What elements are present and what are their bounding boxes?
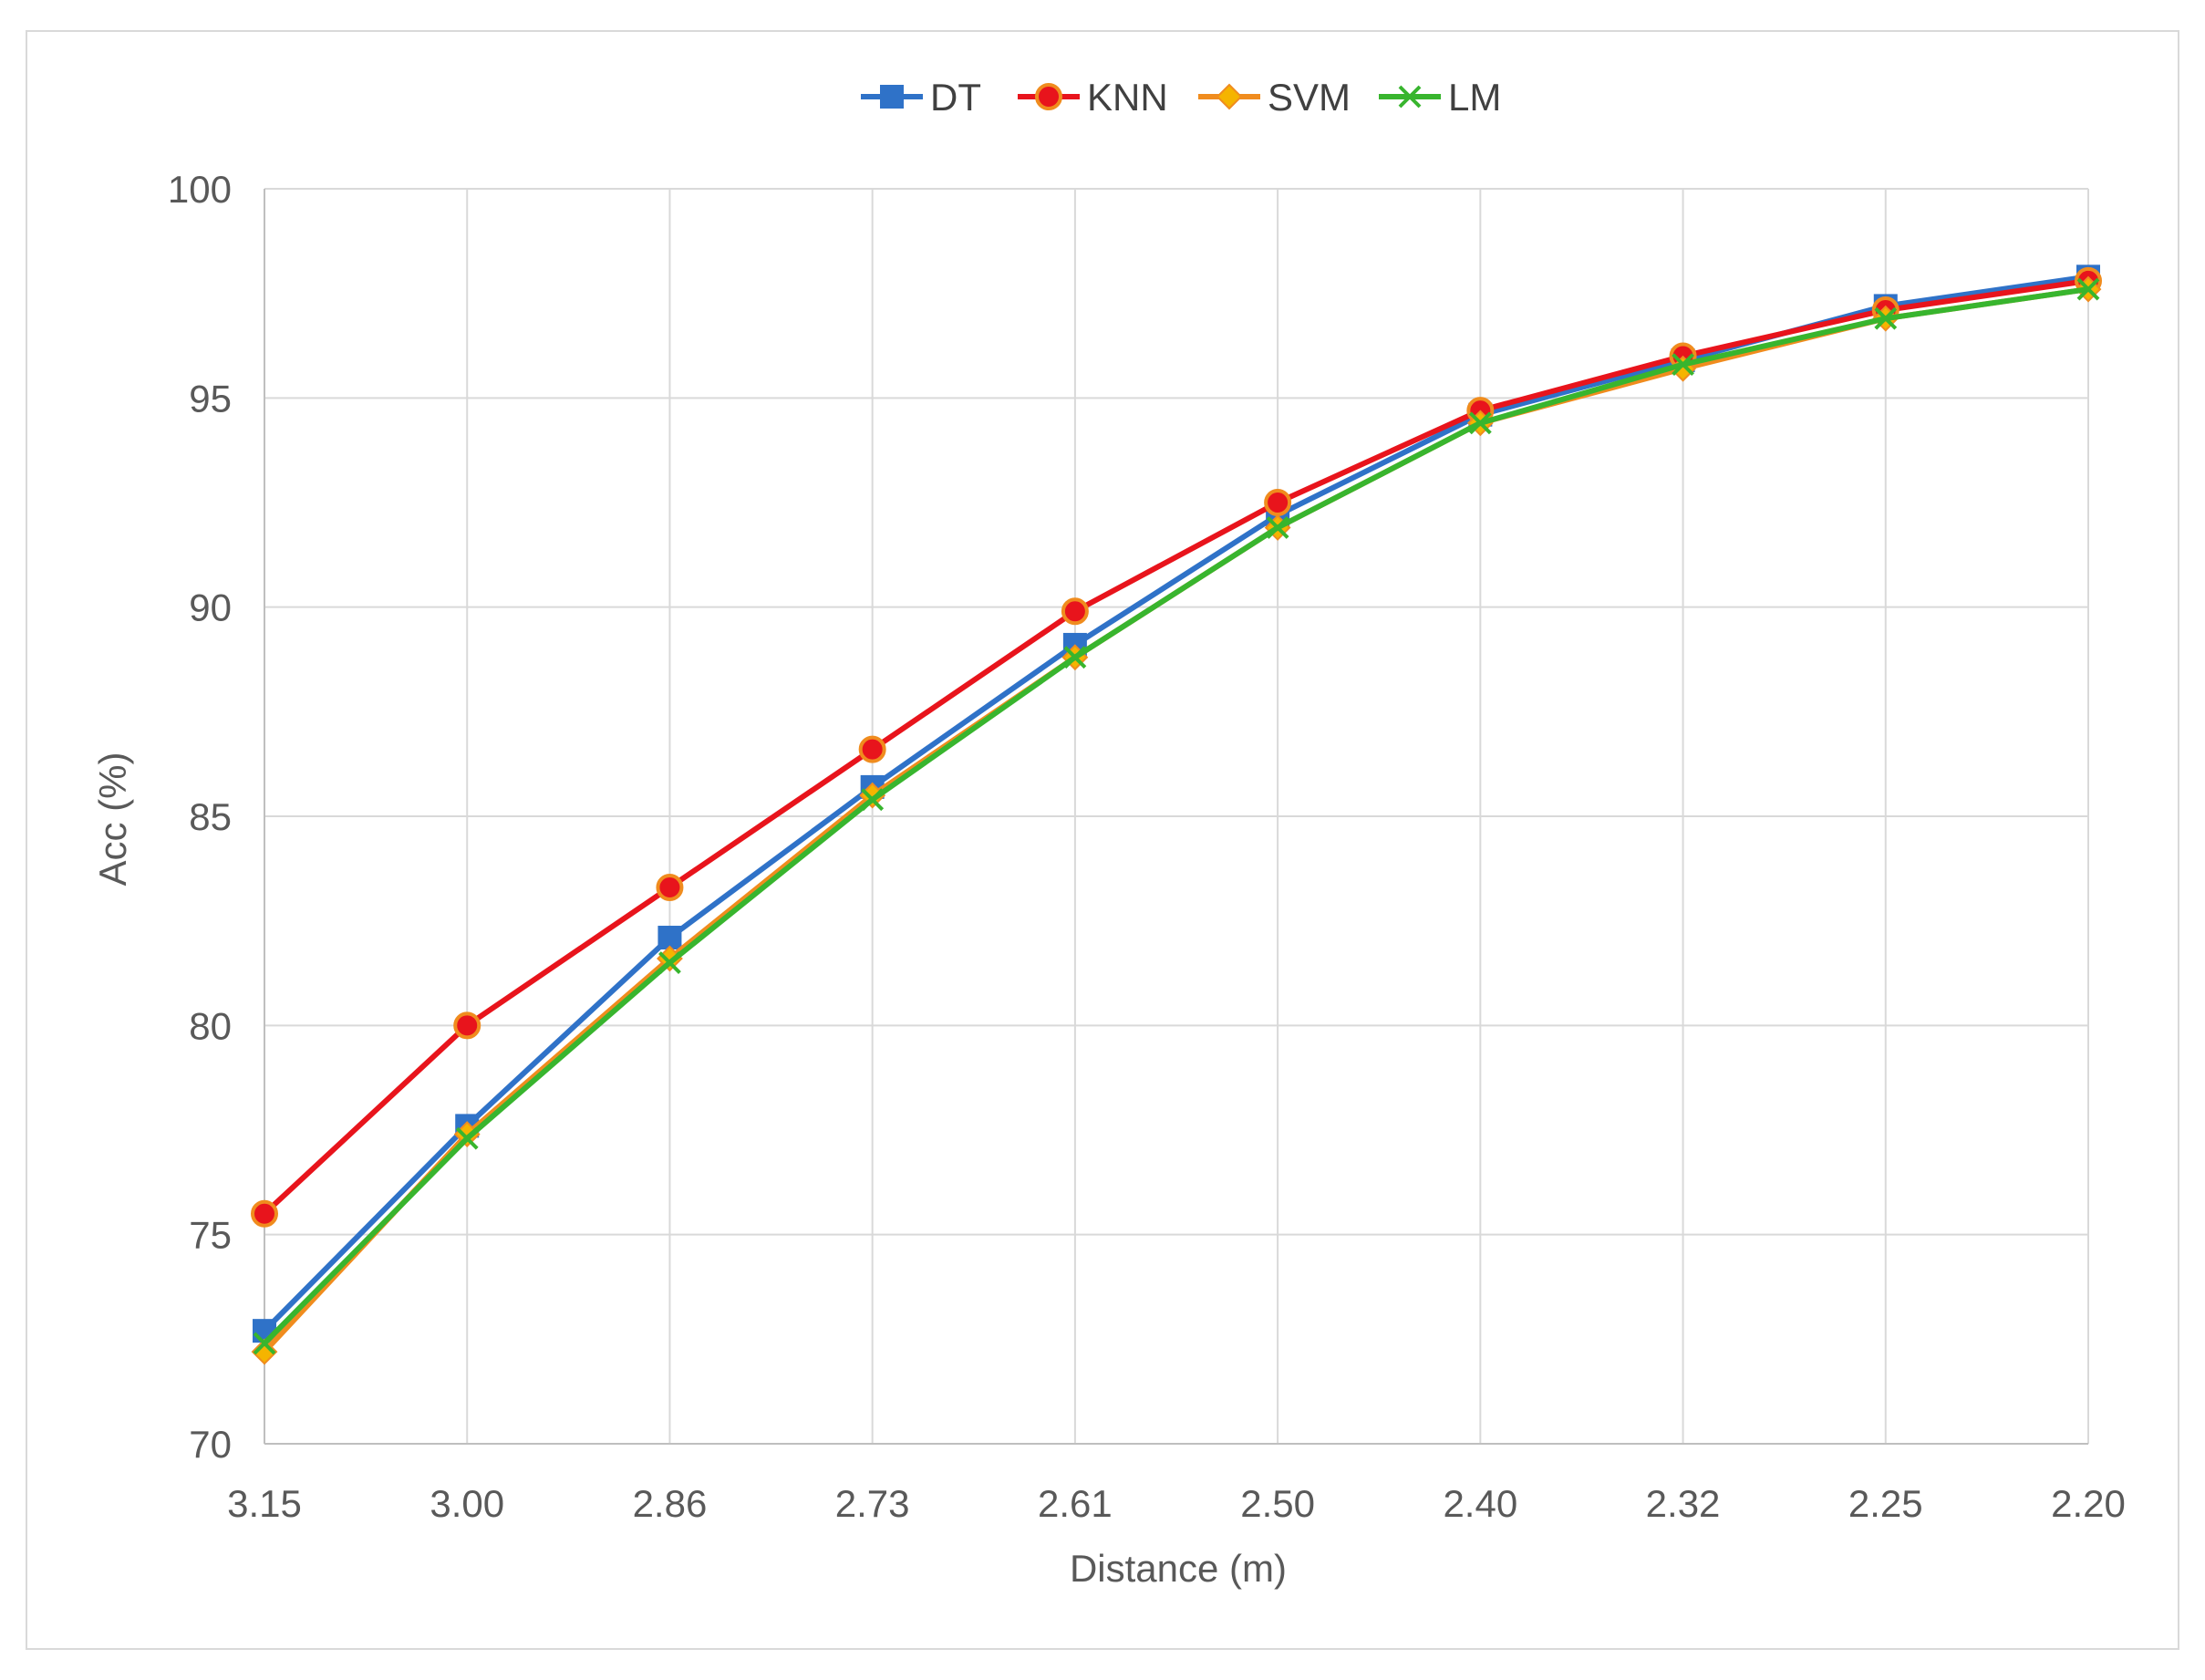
series-line-lm <box>262 286 2091 1346</box>
x-marker-stroke <box>455 1126 479 1150</box>
data-point-knn <box>656 873 684 901</box>
x-tick-label: 2.25 <box>1848 1482 1923 1525</box>
y-tick-label: 100 <box>168 168 232 211</box>
legend-marker-dt <box>880 85 904 109</box>
x-tick-label: 2.40 <box>1443 1482 1517 1525</box>
series-line-knn <box>262 277 2091 1217</box>
legend-label-dt: DT <box>930 76 981 119</box>
x-tick-label: 2.20 <box>2051 1482 2126 1525</box>
legend-label-svm: SVM <box>1268 76 1351 119</box>
y-tick-label: 70 <box>189 1423 232 1466</box>
x-marker-stroke <box>1063 646 1087 669</box>
data-point-knn <box>453 1011 481 1040</box>
data-point-lm <box>1468 411 1492 435</box>
x-tick-label: 2.73 <box>835 1482 910 1525</box>
chart-frame <box>26 30 2179 1650</box>
x-tick-labels: 3.15 3.00 2.86 2.73 2.61 2.50 2.40 2.32 2.25 2.20 <box>227 1482 2126 1525</box>
x-marker-stroke <box>861 788 885 812</box>
y-tick-label: 90 <box>189 586 232 629</box>
data-point-knn <box>251 1199 278 1228</box>
data-point-lm <box>2076 277 2100 301</box>
x-marker-stroke <box>1672 353 1694 377</box>
data-point-lm <box>861 788 885 812</box>
legend-marker-knn <box>1035 83 1062 110</box>
x-marker-stroke <box>253 1332 276 1355</box>
legend-item-knn: KNN <box>1018 76 1168 119</box>
x-tick-label: 2.61 <box>1038 1482 1113 1525</box>
legend-label-lm: LM <box>1448 76 1501 119</box>
data-point-knn <box>1061 597 1089 626</box>
data-point-lm <box>1063 646 1087 669</box>
y-axis-label: Acc (%) <box>91 752 134 887</box>
data-point-lm <box>455 1126 479 1150</box>
legend: DT KNN SVM LM <box>861 76 1501 119</box>
y-tick-label: 80 <box>189 1004 232 1047</box>
legend-label-knn: KNN <box>1087 76 1168 119</box>
data-point-lm <box>658 951 681 974</box>
x-tick-label: 2.32 <box>1646 1482 1721 1525</box>
y-tick-label: 75 <box>189 1214 232 1257</box>
series-line-svm <box>262 286 2091 1355</box>
y-tick-labels: 70 75 80 85 90 95 100 <box>168 168 232 1466</box>
legend-item-lm: LM <box>1379 76 1501 119</box>
series-lm <box>253 277 2100 1355</box>
series-group <box>251 264 2102 1365</box>
x-tick-label: 3.00 <box>430 1482 504 1525</box>
y-tick-label: 95 <box>189 377 232 420</box>
x-marker-stroke <box>1468 411 1492 435</box>
series-dt <box>253 264 2100 1343</box>
data-point-lm <box>253 1332 276 1355</box>
data-point-knn <box>858 735 886 763</box>
gridlines <box>264 188 2089 1444</box>
x-marker-stroke <box>1266 516 1289 539</box>
series-line-dt <box>262 274 2091 1334</box>
x-axis-label: Distance (m) <box>1070 1547 1287 1590</box>
x-tick-label: 2.86 <box>633 1482 708 1525</box>
x-tick-label: 2.50 <box>1240 1482 1315 1525</box>
data-point-svm <box>251 1338 278 1365</box>
legend-item-dt: DT <box>861 76 981 119</box>
data-point-lm <box>1874 306 1898 330</box>
series-svm <box>251 275 2102 1365</box>
axes <box>264 189 2088 1445</box>
legend-item-svm: SVM <box>1198 76 1351 119</box>
data-point-lm <box>1266 516 1289 539</box>
legend-marker-svm <box>1216 83 1243 110</box>
x-tick-label: 3.15 <box>227 1482 302 1525</box>
x-marker-stroke <box>658 951 681 974</box>
y-tick-label: 85 <box>189 795 232 838</box>
data-point-lm <box>1672 353 1694 377</box>
legend-marker-lm <box>1398 85 1422 109</box>
x-marker-stroke <box>1874 306 1898 330</box>
x-marker-stroke <box>1398 85 1422 109</box>
x-marker-stroke <box>2076 277 2100 301</box>
data-point-knn <box>1264 489 1292 516</box>
